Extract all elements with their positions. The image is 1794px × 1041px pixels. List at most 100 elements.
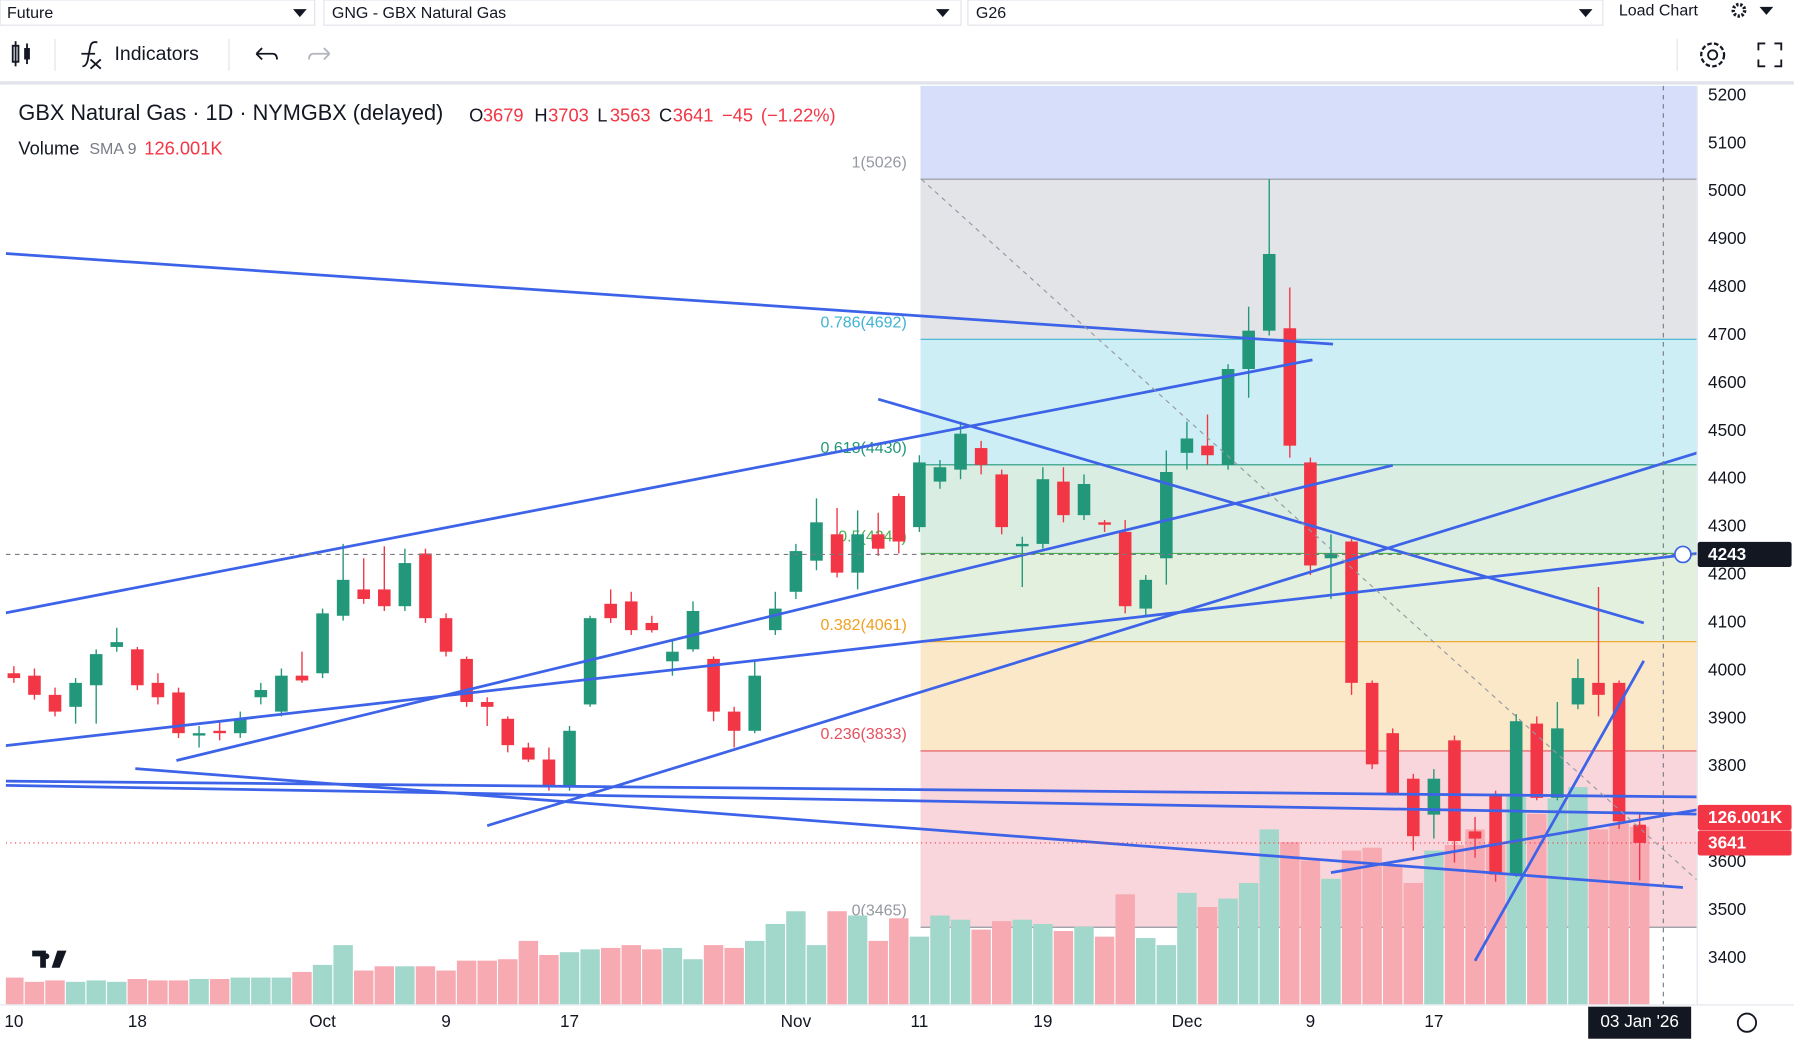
dropdown-text[interactable]: GNG - GBX Natural Gas bbox=[332, 5, 506, 22]
volume-bar bbox=[1156, 945, 1177, 1005]
logo[interactable] bbox=[25, 940, 74, 977]
logo-bg bbox=[25, 940, 74, 977]
fib-zone bbox=[920, 85, 1697, 180]
candle-body bbox=[89, 654, 103, 686]
candle-body bbox=[1221, 368, 1235, 465]
undo-button[interactable] bbox=[255, 47, 278, 61]
candle-body bbox=[1015, 543, 1029, 547]
trendline bbox=[921, 178, 1697, 881]
volume-bar bbox=[292, 971, 312, 1005]
candle-body bbox=[624, 601, 638, 631]
candle-body bbox=[933, 467, 947, 482]
dropdown[interactable] bbox=[0, 0, 316, 26]
volume-bar bbox=[1136, 938, 1156, 1005]
legend-value: H bbox=[534, 105, 547, 126]
trendline bbox=[176, 463, 1394, 762]
volume-bar bbox=[230, 977, 250, 1005]
x-tick-label: Dec bbox=[1172, 1011, 1203, 1031]
legend-bg bbox=[9, 96, 845, 165]
candle-body bbox=[275, 675, 288, 712]
volume-legend-title: Volume bbox=[18, 138, 79, 159]
candle-body bbox=[522, 747, 535, 760]
caret[interactable] bbox=[1759, 6, 1774, 15]
trendline bbox=[1330, 808, 1697, 874]
y-tick-label: 4100 bbox=[1708, 611, 1746, 631]
volume-bar bbox=[333, 945, 353, 1005]
cursor-date-bg bbox=[1588, 1006, 1692, 1039]
y-tick-label: 4500 bbox=[1708, 420, 1746, 440]
settings-menu[interactable] bbox=[1731, 2, 1774, 18]
candle-body bbox=[789, 551, 803, 592]
dropdown[interactable] bbox=[323, 0, 962, 26]
fib-label: 1(5026) bbox=[852, 154, 907, 171]
y-tick-label: 3600 bbox=[1708, 851, 1746, 871]
volume-bar bbox=[271, 977, 292, 1005]
volume-bar bbox=[456, 960, 477, 1005]
candle-body bbox=[686, 610, 700, 650]
dropdown[interactable] bbox=[967, 0, 1604, 26]
y-tick-label: 4000 bbox=[1708, 659, 1746, 679]
legend-value: −45 bbox=[722, 105, 753, 126]
candle-body bbox=[1551, 728, 1564, 798]
gear-icon[interactable] bbox=[1731, 2, 1747, 18]
volume-bar bbox=[559, 952, 580, 1005]
volume-bar bbox=[1321, 878, 1341, 1005]
trendline bbox=[5, 358, 1313, 615]
volume-bar bbox=[683, 959, 703, 1005]
time-axis-settings[interactable] bbox=[1736, 1012, 1758, 1033]
volume-bar bbox=[148, 980, 168, 1005]
candle-body bbox=[913, 462, 926, 528]
trendline bbox=[5, 552, 1697, 747]
caret[interactable] bbox=[292, 9, 307, 18]
indicators-label[interactable]: Indicators bbox=[115, 43, 200, 65]
volume-bar bbox=[189, 978, 209, 1005]
candle-body bbox=[419, 553, 432, 619]
chart-settings-button[interactable] bbox=[1700, 42, 1726, 68]
candle-body bbox=[439, 618, 453, 652]
crosshair-price-tag: 4243 bbox=[1708, 544, 1746, 564]
volume-bar bbox=[1094, 936, 1115, 1005]
volume-bar bbox=[827, 911, 847, 1005]
toolbar: Indicators bbox=[0, 38, 1794, 85]
fib-label: 0.236(3833) bbox=[820, 726, 906, 743]
volume-bar bbox=[5, 977, 24, 1005]
dropdown-text[interactable]: G26 bbox=[976, 5, 1006, 22]
volume-bar bbox=[580, 949, 600, 1005]
plot-area: 1(5026)0.786(4692)0.618(4430)0.5(4245)0.… bbox=[5, 85, 1697, 1005]
y-tick-label: 4900 bbox=[1708, 228, 1746, 248]
volume-bar bbox=[847, 915, 868, 1005]
volume-bar bbox=[1341, 850, 1362, 1005]
caret[interactable] bbox=[1578, 9, 1593, 18]
candle-body bbox=[645, 622, 659, 631]
candle-body bbox=[1201, 445, 1214, 456]
legend-value: 3703 bbox=[548, 105, 589, 126]
candle-body bbox=[892, 495, 906, 542]
volume-bar bbox=[991, 921, 1012, 1005]
legend-value: 3679 bbox=[483, 105, 524, 126]
candle-body bbox=[1118, 531, 1132, 607]
caret[interactable] bbox=[935, 9, 950, 18]
trendline bbox=[5, 779, 1697, 799]
candle-body bbox=[1448, 740, 1461, 841]
candle-body bbox=[563, 730, 576, 786]
candle-body bbox=[748, 675, 762, 731]
load-chart-button[interactable]: Load Chart bbox=[1619, 3, 1699, 20]
volume-bar bbox=[209, 978, 230, 1005]
candle-body bbox=[1077, 483, 1091, 516]
chart-type-button[interactable] bbox=[11, 41, 30, 67]
volume-bar bbox=[1609, 823, 1629, 1005]
candle-body bbox=[172, 692, 185, 734]
volume-bar bbox=[1424, 850, 1444, 1005]
candle-body bbox=[151, 682, 165, 698]
volume-bar bbox=[374, 966, 395, 1005]
redo-button[interactable] bbox=[308, 47, 331, 61]
x-tick-label: 9 bbox=[1306, 1011, 1316, 1031]
x-tick-label: 17 bbox=[1424, 1011, 1443, 1031]
volume-bar bbox=[1074, 926, 1094, 1005]
fullscreen-button[interactable] bbox=[1757, 42, 1783, 68]
indicators-button[interactable]: Indicators bbox=[81, 41, 200, 70]
volume-bar bbox=[806, 945, 827, 1005]
x-tick-label: 11 bbox=[910, 1011, 928, 1031]
dropdown-text[interactable]: Future bbox=[7, 5, 53, 22]
